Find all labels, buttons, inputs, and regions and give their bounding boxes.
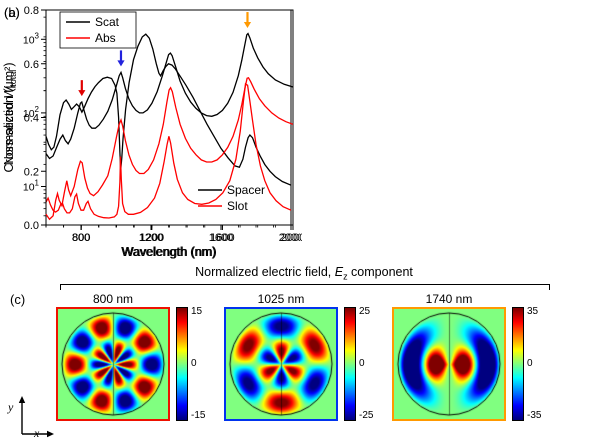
svg-text:Spacer: Spacer (227, 183, 265, 197)
cbar-tick-zero: 0 (527, 357, 533, 369)
cbar-tick-min: -35 (527, 409, 542, 421)
svg-text:(a): (a) (4, 5, 20, 20)
x-axis-letter: x (34, 426, 40, 440)
svg-text:1200: 1200 (140, 232, 164, 244)
svg-text:103: 103 (23, 31, 40, 46)
svg-text:1200: 1200 (139, 232, 163, 244)
svg-text:Slot: Slot (227, 199, 248, 213)
svg-text:Wavelength (nm): Wavelength (nm) (122, 245, 217, 259)
svg-text:0.0: 0.0 (24, 220, 39, 232)
svg-text:800: 800 (72, 232, 90, 244)
svg-text:0.8: 0.8 (24, 5, 39, 17)
svg-text:0.2: 0.2 (24, 166, 39, 178)
svg-text:Abs: Abs (95, 31, 116, 45)
svg-text:0.4: 0.4 (24, 113, 39, 125)
y-axis-letter: y (8, 400, 14, 414)
svg-text:0.6: 0.6 (24, 59, 39, 71)
field-map-group-1025: 1025 nm 25 0 -25 (224, 292, 382, 421)
field-symbol: E (334, 265, 344, 279)
field-map-title-prefix: Normalized electric field, (195, 265, 335, 279)
svg-text:Scat: Scat (95, 15, 120, 29)
field-map-group-1740: 1740 nm 35 0 -35 (392, 292, 550, 421)
cbar-tick-min: -15 (191, 409, 206, 421)
field-map-group-800: 800 nm 15 0 -15 (56, 292, 214, 421)
field-symbol-sub: z (343, 271, 348, 282)
svg-text:101: 101 (23, 179, 40, 194)
axes-indicator: y x (8, 390, 58, 442)
cbar-tick-max: 35 (527, 305, 539, 317)
svg-text:Wavelength (nm): Wavelength (nm) (121, 245, 216, 259)
cbar-tick-min: -25 (359, 409, 374, 421)
axes-arrows (18, 396, 54, 438)
x-arrowhead-icon (47, 430, 54, 438)
panel-c: Normalized electric field, Ez component … (0, 262, 602, 446)
panel-c-label: (c) (10, 292, 26, 307)
svg-text:Cross-section (μm²): Cross-section (μm²) (2, 63, 16, 173)
field-map-wavelength: 1025 nm (257, 291, 305, 306)
field-map-wavelength: 1740 nm (425, 291, 473, 306)
svg-text:102: 102 (23, 105, 40, 120)
field-map-1740 (392, 306, 506, 421)
colorbar-ticks: 25 0 -25 (356, 305, 374, 421)
field-map-wavelength: 800 nm (92, 291, 134, 306)
cbar-tick-zero: 0 (191, 357, 197, 369)
cbar-tick-zero: 0 (359, 357, 365, 369)
svg-text:1600: 1600 (210, 232, 234, 244)
y-arrowhead-icon (18, 396, 26, 403)
field-maps-row: 800 nm 15 0 -15 1025 nm 2 (56, 292, 602, 421)
colorbar-1740 (512, 306, 524, 421)
svg-text:1600: 1600 (209, 232, 233, 244)
field-map-title: Normalized electric field, Ez component (60, 262, 548, 282)
colorbar-1025 (344, 306, 356, 421)
svg-text:Normalized Wtotal: Normalized Wtotal (2, 70, 18, 166)
colorbar-ticks: 15 0 -15 (188, 305, 206, 421)
title-bracket (60, 283, 550, 290)
svg-text:(b): (b) (4, 5, 20, 20)
svg-text:800: 800 (72, 232, 90, 244)
cbar-tick-max: 25 (359, 305, 371, 317)
field-map-title-suffix: component (347, 265, 413, 279)
field-map-800 (56, 306, 170, 421)
cbar-tick-max: 15 (191, 305, 203, 317)
colorbar-ticks: 35 0 -35 (524, 305, 542, 421)
field-map-1025 (224, 306, 338, 421)
colorbar-800 (176, 306, 188, 421)
